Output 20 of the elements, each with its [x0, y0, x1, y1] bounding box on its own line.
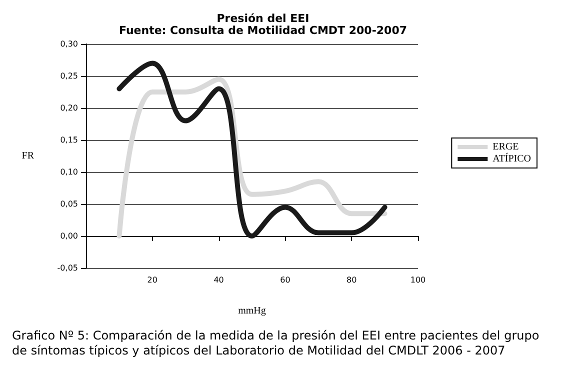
- y-tick-label: 0,15: [60, 136, 78, 144]
- y-tick-label: 0,20: [60, 104, 78, 112]
- y-tick-label: 0,00: [60, 232, 78, 240]
- y-tick-label: 0,30: [60, 40, 78, 48]
- legend-label: ERGE: [492, 142, 519, 152]
- x-axis-title: mmHg: [238, 306, 266, 316]
- x-tick-label: 100: [410, 276, 426, 284]
- x-tick-label: 60: [280, 276, 290, 284]
- chart-title: Presión del EEI: [216, 12, 310, 25]
- y-tick-label: 0,10: [60, 168, 78, 176]
- legend-label: ATÍPICO: [492, 152, 532, 164]
- y-tick-label: 0,25: [60, 72, 78, 80]
- x-tick-label: 40: [214, 276, 224, 284]
- x-tick-label: 80: [346, 276, 357, 284]
- y-tick-label: 0,05: [60, 200, 78, 208]
- x-tick-label: 20: [147, 276, 158, 284]
- chart-subtitle: Fuente: Consulta de Motilidad CMDT 200-2007: [118, 24, 408, 37]
- y-axis-title: FR: [22, 150, 34, 162]
- y-tick-label: -0,05: [57, 264, 78, 272]
- text: Grafico Nº 5: Comparación de la medida de la presión del EEI entre pacientes del grupo de síntomas típicos y atípicos del Laboratorio de Motilidad del CMDLT 2006 - 2007: [12, 328, 544, 358]
